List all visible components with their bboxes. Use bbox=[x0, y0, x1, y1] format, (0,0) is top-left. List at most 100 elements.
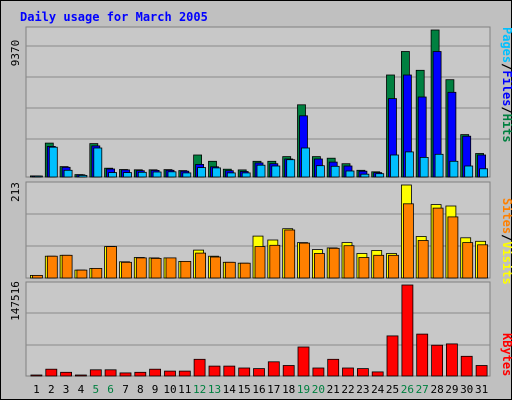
kbytes-bar-day-29 bbox=[445, 343, 458, 377]
sites-bar-day-22 bbox=[343, 245, 355, 279]
legend-pages-files-hits: Pages/Files/Hits bbox=[500, 27, 512, 143]
sites-bar-day-13 bbox=[210, 256, 221, 279]
sites-bar-day-8 bbox=[135, 257, 147, 279]
day-label-18: 18 bbox=[282, 383, 295, 396]
day-label-28: 28 bbox=[430, 383, 443, 396]
day-label-21: 21 bbox=[327, 383, 340, 396]
kbytes-bar-day-31 bbox=[475, 365, 488, 377]
legend-kbytes: KBytes bbox=[500, 333, 512, 376]
day-label-19: 19 bbox=[297, 383, 310, 396]
sites-bar-day-28 bbox=[432, 207, 444, 279]
sites-bar-day-4 bbox=[76, 269, 88, 279]
day-label-15: 15 bbox=[238, 383, 251, 396]
day-label-16: 16 bbox=[252, 383, 265, 396]
pages-bar-day-16 bbox=[256, 164, 266, 178]
pages-bar-day-8 bbox=[137, 171, 147, 178]
sites-bar-day-19 bbox=[299, 242, 310, 279]
pages-bar-day-11 bbox=[182, 172, 192, 178]
day-label-24: 24 bbox=[371, 383, 385, 396]
pages-bar-day-27 bbox=[419, 156, 429, 178]
pages-bar-day-26 bbox=[404, 151, 414, 178]
sites-bar-day-29 bbox=[447, 216, 459, 279]
hits-ymax-label: 9370 bbox=[9, 40, 22, 67]
sites-bar-day-12 bbox=[195, 252, 207, 279]
kbytes-bar-day-15 bbox=[238, 367, 251, 377]
sites-bar-day-30 bbox=[462, 242, 474, 279]
kbytes-bar-day-8 bbox=[134, 371, 147, 377]
sites-bar-day-7 bbox=[121, 261, 132, 279]
pages-bar-day-13 bbox=[212, 167, 221, 178]
pages-bar-day-12 bbox=[197, 167, 207, 178]
sites-bar-day-1 bbox=[31, 274, 43, 279]
sites-bar-day-23 bbox=[358, 257, 370, 279]
pages-bar-day-23 bbox=[360, 173, 370, 178]
day-label-3: 3 bbox=[63, 383, 70, 396]
pages-bar-day-3 bbox=[63, 169, 73, 178]
kbytes-bar-day-22 bbox=[342, 367, 354, 377]
kbytes-bar-day-4 bbox=[75, 374, 87, 377]
kbytes-bar-day-9 bbox=[149, 368, 162, 377]
day-label-26: 26 bbox=[401, 383, 414, 396]
kbytes-bar-day-17 bbox=[267, 361, 280, 377]
sites-bar-day-10 bbox=[165, 257, 177, 279]
kbytes-ymax-label: 147516 bbox=[9, 281, 22, 321]
kbytes-bar-day-16 bbox=[253, 368, 265, 377]
day-label-2: 2 bbox=[48, 383, 55, 396]
kbytes-bar-day-19 bbox=[297, 346, 310, 377]
kbytes-bar-day-2 bbox=[45, 368, 58, 377]
sites-bar-day-14 bbox=[224, 261, 236, 279]
day-label-23: 23 bbox=[356, 383, 369, 396]
legend-visits: Visits bbox=[500, 241, 512, 284]
kbytes-bar-day-18 bbox=[282, 365, 295, 377]
kbytes-bar-day-11 bbox=[178, 370, 191, 377]
sites-bar-day-5 bbox=[91, 267, 103, 279]
sites-bar-day-3 bbox=[61, 254, 73, 279]
pages-bar-day-29 bbox=[449, 160, 459, 178]
sites-bar-day-9 bbox=[150, 257, 162, 279]
legend-separator: / bbox=[500, 106, 512, 113]
pages-bar-day-5 bbox=[93, 147, 103, 178]
kbytes-bar-day-10 bbox=[164, 370, 176, 377]
kbytes-bar-day-3 bbox=[60, 371, 72, 377]
pages-bar-day-14 bbox=[226, 172, 236, 178]
kbytes-bar-day-25 bbox=[386, 335, 399, 377]
pages-bar-day-28 bbox=[434, 153, 444, 178]
sites-bar-day-27 bbox=[417, 240, 429, 279]
visits-ymax-label: 213 bbox=[9, 182, 22, 202]
day-label-29: 29 bbox=[445, 383, 458, 396]
kbytes-bar-day-13 bbox=[208, 365, 221, 377]
pages-bar-day-15 bbox=[241, 172, 251, 178]
pages-bar-day-18 bbox=[286, 159, 296, 178]
sites-bar-day-18 bbox=[284, 229, 296, 279]
legend-sites: Sites bbox=[500, 198, 512, 234]
day-label-14: 14 bbox=[223, 383, 237, 396]
day-label-30: 30 bbox=[460, 383, 473, 396]
day-label-25: 25 bbox=[386, 383, 399, 396]
day-label-6: 6 bbox=[107, 383, 114, 396]
day-label-5: 5 bbox=[92, 383, 99, 396]
day-label-20: 20 bbox=[312, 383, 325, 396]
pages-bar-day-2 bbox=[48, 146, 58, 178]
pages-bar-day-25 bbox=[390, 154, 399, 178]
kbytes-bar-day-7 bbox=[119, 372, 132, 377]
pages-bar-day-6 bbox=[108, 172, 117, 178]
kbytes-bar-day-14 bbox=[223, 365, 236, 377]
chart-title: Daily usage for March 2005 bbox=[20, 10, 208, 24]
day-label-27: 27 bbox=[416, 383, 429, 396]
day-label-31: 31 bbox=[475, 383, 488, 396]
sites-bar-day-2 bbox=[46, 255, 58, 279]
kbytes-bar-day-27 bbox=[416, 333, 429, 377]
legend-sites-visits: Sites/Visits bbox=[500, 198, 512, 285]
sites-bar-day-15 bbox=[239, 262, 251, 279]
day-label-12: 12 bbox=[193, 383, 206, 396]
day-label-9: 9 bbox=[152, 383, 159, 396]
day-label-10: 10 bbox=[163, 383, 176, 396]
pages-bar-day-7 bbox=[123, 172, 132, 178]
kbytes-bar-day-20 bbox=[312, 367, 325, 377]
day-label-4: 4 bbox=[78, 383, 85, 396]
pages-bar-day-20 bbox=[315, 165, 325, 178]
kbytes-bar-day-12 bbox=[193, 358, 206, 377]
kbytes-bar-day-1 bbox=[30, 374, 43, 377]
